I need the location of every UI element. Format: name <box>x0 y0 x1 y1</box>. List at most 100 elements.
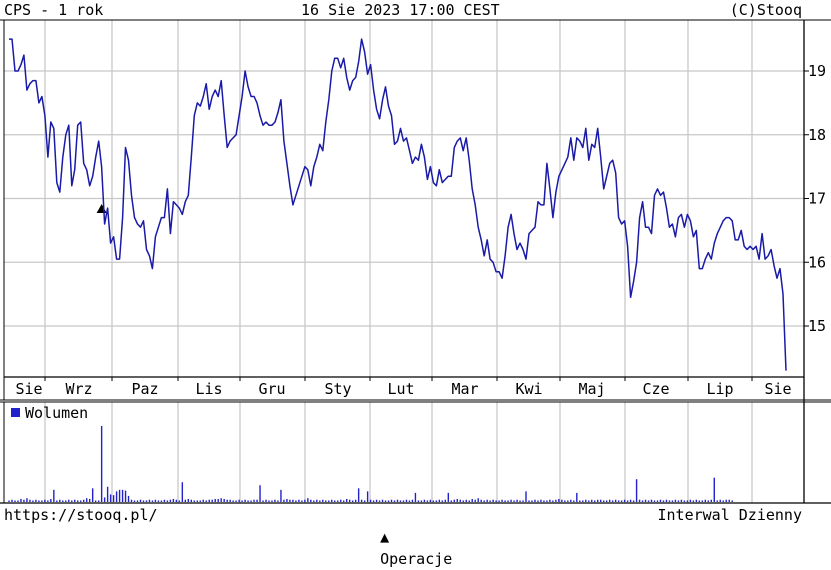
volume-bar <box>650 499 653 502</box>
volume-bar <box>396 499 399 502</box>
source-link[interactable]: https://stooq.pl/ <box>4 506 158 524</box>
volume-bar <box>513 500 515 502</box>
chart-datetime: 16 Sie 2023 17:00 CEST <box>301 1 500 19</box>
volume-bar <box>310 499 312 502</box>
volume-bar <box>620 500 623 502</box>
volume-bar <box>357 488 360 502</box>
volume-bar <box>139 499 142 502</box>
volume-bar <box>444 499 447 502</box>
volume-bar <box>525 491 527 502</box>
volume-bar <box>492 499 494 502</box>
volume-bar <box>644 499 647 502</box>
volume-bar <box>304 499 306 502</box>
x-month-label: Wrz <box>65 380 92 398</box>
x-month-label: Lis <box>195 380 222 398</box>
volume-bar <box>417 500 420 502</box>
x-axis-months: Sie Wrz Paz Lis Gru Sty Lut Mar Kwi Maj Cze Lip Sie <box>15 377 792 398</box>
volume-bar <box>614 499 617 502</box>
y-tick-label: 15 <box>808 317 826 335</box>
volume-legend-swatch <box>11 408 20 417</box>
volume-bar <box>328 500 330 502</box>
volume-bar <box>698 500 701 502</box>
volume-bar <box>582 500 584 502</box>
volume-bar <box>549 499 551 502</box>
volume-bar <box>659 499 662 502</box>
volume-bar <box>253 499 255 502</box>
volume-bar <box>719 499 721 502</box>
volume-bar <box>384 500 387 502</box>
y-axis-ticks: 15 16 17 18 19 <box>804 62 826 335</box>
volume-bar <box>363 500 366 502</box>
volume-bar <box>295 500 297 502</box>
volume-bar <box>166 500 169 502</box>
volume-legend-label: Wolumen <box>25 404 88 422</box>
volume-bar <box>629 499 632 502</box>
x-month-label: Maj <box>578 380 605 398</box>
volume-bar <box>83 499 85 502</box>
volume-bar <box>459 499 461 502</box>
volume-bar <box>142 500 145 502</box>
x-month-label: Lip <box>706 380 733 398</box>
volume-bar <box>561 499 563 502</box>
volume-bar <box>552 500 554 502</box>
volume-bar <box>405 499 408 502</box>
volume-bar <box>567 500 569 502</box>
volume-bar <box>97 500 100 502</box>
volume-legend: Wolumen <box>11 404 88 422</box>
volume-bar <box>193 500 195 502</box>
volume-bar <box>232 500 234 502</box>
volume-bar <box>106 486 109 502</box>
operation-markers <box>96 204 107 213</box>
volume-bar <box>432 500 435 502</box>
volume-bar <box>665 499 668 502</box>
volume-bar <box>510 499 512 502</box>
volume-bar <box>88 498 91 502</box>
volume-bar <box>235 500 237 502</box>
volume-bar <box>537 500 539 502</box>
volume-bar <box>558 498 560 502</box>
volume-bar <box>112 495 115 502</box>
x-month-label: Sty <box>324 380 351 398</box>
operations-legend: ▲ Operacje <box>362 504 452 568</box>
volume-bar <box>477 498 479 502</box>
volume-bar <box>579 500 581 502</box>
y-tick-label: 17 <box>808 190 826 208</box>
volume-bar <box>319 500 321 502</box>
volume-bar <box>74 499 76 502</box>
volume-bar <box>32 500 34 502</box>
volume-bar <box>683 500 686 502</box>
volume-bar <box>337 500 339 502</box>
chart-frames <box>0 19 831 504</box>
volume-bar <box>53 489 55 502</box>
volume-bar <box>208 499 210 502</box>
volume-bar <box>516 499 518 502</box>
volume-bar <box>331 499 333 502</box>
volume-bar <box>316 499 318 502</box>
volume-bar <box>704 499 707 502</box>
volume-bar <box>600 499 602 502</box>
volume-bar <box>223 498 225 502</box>
copyright-label: (C)Stooq <box>729 1 802 19</box>
volume-bar <box>14 500 16 502</box>
volume-bar <box>271 500 273 502</box>
chart-title: CPS - 1 rok <box>4 1 104 19</box>
volume-bar <box>274 499 276 502</box>
grid-lines <box>4 20 804 503</box>
volume-bar <box>121 489 124 502</box>
volume-bar <box>399 500 402 502</box>
volume-bar <box>617 500 620 502</box>
volume-bar <box>504 500 506 502</box>
volume-bar <box>100 426 103 502</box>
volume-bar <box>325 500 327 502</box>
volume-bar <box>265 499 267 502</box>
volume-bar <box>534 499 536 502</box>
volume-bar <box>247 500 249 502</box>
volume-bar <box>689 499 692 502</box>
volume-bar <box>480 499 482 502</box>
volume-bar <box>369 499 372 502</box>
volume-bar <box>23 499 25 502</box>
triangle-icon: ▲ <box>380 528 390 546</box>
volume-bar <box>411 499 414 502</box>
volume-bar <box>277 500 279 502</box>
volume-bar <box>716 500 718 502</box>
